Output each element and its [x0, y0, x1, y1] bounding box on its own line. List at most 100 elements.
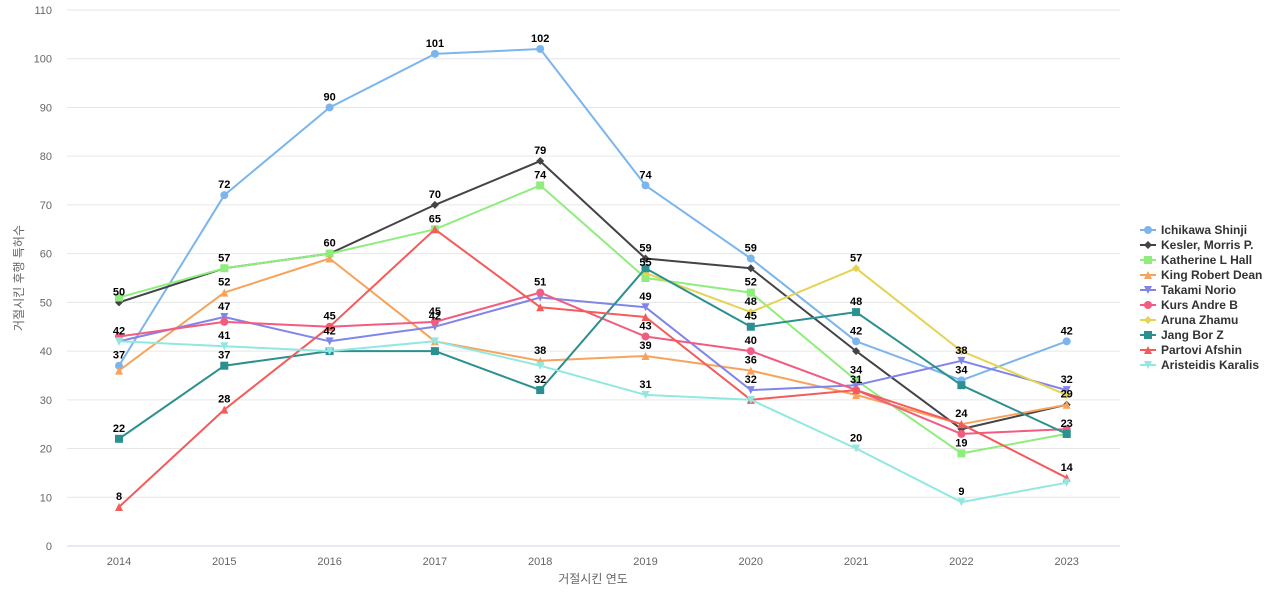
legend-label-2: Katherine L Hall — [1161, 253, 1252, 267]
x-tick-label-2014: 2014 — [107, 556, 131, 568]
data-point-1-5 — [641, 254, 650, 263]
data-point-6-9 — [1062, 390, 1071, 399]
data-label-21: 23 — [1061, 418, 1073, 430]
data-point-3-7 — [852, 390, 861, 399]
data-label-13: 79 — [534, 145, 546, 157]
series-line-1 — [118, 160, 1068, 431]
data-point-0-5 — [641, 181, 650, 190]
data-label-54: 31 — [639, 379, 651, 391]
series-3 — [115, 254, 1071, 429]
data-point-4-1 — [220, 312, 229, 321]
series-line-8 — [118, 228, 1068, 508]
legend-marker-7 — [1144, 331, 1152, 339]
data-point-3-1 — [220, 288, 229, 297]
data-label-34: 45 — [323, 311, 335, 323]
legend-label-5: Kurs Andre B — [1161, 298, 1238, 312]
data-label-36: 51 — [534, 277, 546, 289]
data-point-8-7 — [852, 386, 861, 395]
series-0 — [115, 44, 1071, 385]
data-point-8-1 — [220, 405, 229, 414]
data-point-0-4 — [536, 44, 545, 53]
y-tick-label-50: 50 — [40, 297, 52, 309]
legend-item-4: Takami Norio — [1140, 283, 1236, 297]
legend-item-7: Jang Bor Z — [1140, 328, 1224, 342]
data-label-50: 31 — [850, 374, 862, 386]
y-tick-label-40: 40 — [40, 346, 52, 358]
data-point-2-6 — [746, 288, 755, 297]
data-label-46: 48 — [850, 296, 862, 308]
data-point-4-9 — [1062, 386, 1071, 395]
data-point-3-0 — [115, 366, 123, 375]
series-line-2 — [118, 184, 1068, 455]
y-tick-label-110: 110 — [34, 5, 52, 17]
data-label-9: 42 — [1061, 325, 1073, 337]
data-point-3-2 — [325, 254, 334, 263]
data-label-55: 20 — [850, 433, 862, 445]
data-point-1-6 — [746, 264, 755, 273]
data-point-9-8 — [957, 498, 966, 507]
legend-marker-9 — [1144, 361, 1152, 369]
data-point-1-4 — [536, 157, 545, 166]
x-tick-label-2022: 2022 — [949, 556, 973, 568]
data-point-7-4 — [536, 386, 545, 395]
y-tick-label-60: 60 — [40, 249, 52, 261]
data-label-2: 90 — [323, 91, 335, 103]
data-point-0-9 — [1062, 337, 1071, 346]
data-point-7-9 — [1062, 429, 1071, 438]
data-label-0: 37 — [113, 350, 125, 362]
data-label-45: 45 — [745, 311, 757, 323]
data-point-2-5 — [641, 274, 650, 282]
series-line-3 — [118, 257, 1068, 426]
legend-item-3: King Robert Dean — [1140, 268, 1262, 282]
data-point-8-5 — [641, 312, 650, 321]
x-tick-label-2021: 2021 — [844, 556, 868, 568]
series-line-7 — [118, 267, 1068, 440]
data-label-17: 74 — [534, 169, 547, 181]
legend-marker-6 — [1144, 316, 1152, 324]
data-label-28: 42 — [323, 325, 335, 337]
data-point-0-2 — [325, 103, 334, 112]
data-point-5-1 — [220, 317, 229, 326]
data-point-9-3 — [430, 337, 439, 346]
legend-item-5: Kurs Andre B — [1140, 298, 1238, 312]
series-lines — [115, 44, 1071, 512]
data-label-25: 36 — [745, 355, 757, 367]
series-line-0 — [118, 48, 1068, 382]
data-point-0-0 — [115, 361, 123, 370]
data-point-1-3 — [430, 200, 439, 209]
legend-label-7: Jang Bor Z — [1161, 328, 1224, 342]
data-label-5: 74 — [639, 169, 652, 181]
data-label-43: 37 — [218, 350, 230, 362]
data-point-2-0 — [115, 293, 123, 302]
data-point-9-2 — [325, 347, 334, 356]
data-point-9-4 — [536, 361, 545, 370]
data-labels: 37 72 90 101 102 74 59 42 34 42 50 60 70 79 59 29 57 74 52… — [113, 33, 1074, 503]
data-label-44: 32 — [534, 374, 546, 386]
data-label-15: 29 — [1061, 389, 1073, 401]
legend-item-0: Ichikawa Shinji — [1140, 223, 1247, 237]
y-tick-label-10: 10 — [40, 492, 52, 504]
series-2 — [115, 181, 1071, 458]
data-label-14: 59 — [639, 243, 651, 255]
data-label-6: 59 — [745, 243, 757, 255]
legend-label-9: Aristeidis Karalis — [1161, 358, 1259, 372]
y-tick-label-30: 30 — [40, 395, 52, 407]
x-tick-label-2018: 2018 — [528, 556, 552, 568]
x-tick-label-2019: 2019 — [633, 556, 657, 568]
data-label-53: 41 — [218, 330, 230, 342]
data-label-51: 24 — [955, 408, 968, 420]
data-point-9-1 — [220, 342, 229, 351]
data-label-27: 47 — [218, 301, 230, 313]
legend-marker-8 — [1144, 346, 1152, 354]
data-label-19: 34 — [850, 364, 863, 376]
x-axis-title: 거절시킨 연도 — [558, 572, 628, 586]
data-label-7: 42 — [850, 325, 862, 337]
y-tick-label-0: 0 — [46, 541, 52, 553]
data-label-11: 60 — [323, 238, 335, 250]
legend-item-9: Aristeidis Karalis — [1140, 358, 1259, 372]
legend-marker-2 — [1144, 256, 1152, 264]
data-point-8-2 — [325, 322, 334, 331]
x-tick-label-2023: 2023 — [1054, 556, 1078, 568]
data-label-20: 19 — [955, 437, 967, 449]
